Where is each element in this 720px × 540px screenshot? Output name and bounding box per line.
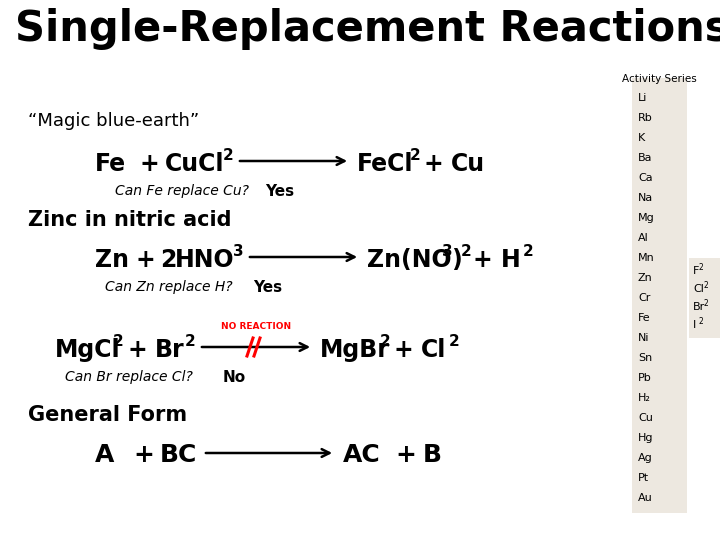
Text: Rb: Rb — [638, 113, 653, 123]
Text: HNO: HNO — [175, 248, 235, 272]
Text: Hg: Hg — [638, 433, 654, 443]
Text: Pt: Pt — [638, 473, 649, 483]
Text: +: + — [395, 443, 416, 467]
Text: Cr: Cr — [638, 293, 650, 303]
Text: Mn: Mn — [638, 253, 654, 263]
Bar — [689, 258, 720, 338]
Text: 2: 2 — [410, 148, 420, 163]
Text: +: + — [393, 338, 413, 362]
Text: Au: Au — [638, 493, 653, 503]
Text: 2: 2 — [698, 317, 703, 326]
Text: FeCl: FeCl — [357, 152, 413, 176]
Text: Ni: Ni — [638, 333, 649, 343]
Text: 2: 2 — [704, 281, 708, 290]
Text: Li: Li — [638, 93, 647, 103]
Text: +: + — [127, 338, 147, 362]
Text: I: I — [693, 320, 696, 330]
Text: MgCl: MgCl — [55, 338, 121, 362]
Text: 3: 3 — [233, 244, 243, 259]
Text: K: K — [638, 133, 645, 143]
Text: 2: 2 — [160, 248, 176, 272]
Text: General Form: General Form — [28, 405, 187, 425]
Text: 2: 2 — [380, 334, 391, 349]
Text: Zn(NO: Zn(NO — [367, 248, 451, 272]
Text: Zn: Zn — [95, 248, 129, 272]
Text: Can Fe replace Cu?: Can Fe replace Cu? — [115, 184, 249, 198]
Text: Cl: Cl — [693, 284, 704, 294]
Text: Single-Replacement Reactions: Single-Replacement Reactions — [15, 8, 720, 50]
Text: 2: 2 — [223, 148, 234, 163]
Text: Activity Series: Activity Series — [622, 74, 697, 84]
Text: Ag: Ag — [638, 453, 653, 463]
Text: 2: 2 — [185, 334, 196, 349]
Text: Yes: Yes — [253, 280, 282, 295]
Text: H₂: H₂ — [638, 393, 651, 403]
Text: Sn: Sn — [638, 353, 652, 363]
Text: Br: Br — [155, 338, 184, 362]
Text: Yes: Yes — [265, 184, 294, 199]
Text: Fe: Fe — [95, 152, 126, 176]
Text: 2: 2 — [523, 244, 534, 259]
Text: Ba: Ba — [638, 153, 652, 163]
Text: F: F — [693, 266, 699, 276]
Text: Cu: Cu — [638, 413, 653, 423]
Text: 2: 2 — [461, 244, 472, 259]
Text: Cu: Cu — [451, 152, 485, 176]
Text: MgBr: MgBr — [320, 338, 390, 362]
Text: Ca: Ca — [638, 173, 652, 183]
Text: ): ) — [451, 248, 462, 272]
Text: 2: 2 — [704, 299, 708, 308]
Text: NO REACTION: NO REACTION — [221, 322, 291, 331]
Text: Al: Al — [638, 233, 649, 243]
Text: Na: Na — [638, 193, 653, 203]
Text: Zn: Zn — [638, 273, 653, 283]
Text: AC: AC — [343, 443, 381, 467]
Text: 2: 2 — [698, 263, 703, 272]
Text: Br: Br — [693, 302, 706, 312]
Text: Fe: Fe — [638, 313, 651, 323]
Text: +: + — [139, 152, 158, 176]
Text: +: + — [423, 152, 443, 176]
Text: Mg: Mg — [638, 213, 654, 223]
Text: CuCl: CuCl — [165, 152, 225, 176]
Text: BC: BC — [160, 443, 197, 467]
Text: Cl: Cl — [421, 338, 446, 362]
Text: +: + — [133, 443, 154, 467]
Text: + H: + H — [473, 248, 521, 272]
Text: B: B — [423, 443, 442, 467]
Text: Zinc in nitric acid: Zinc in nitric acid — [28, 210, 232, 230]
Text: 2: 2 — [449, 334, 460, 349]
Text: Can Zn replace H?: Can Zn replace H? — [105, 280, 233, 294]
Text: Pb: Pb — [638, 373, 652, 383]
Text: No: No — [223, 370, 246, 385]
Text: “Magic blue-earth”: “Magic blue-earth” — [28, 112, 199, 130]
Text: 2: 2 — [113, 334, 124, 349]
Text: 3: 3 — [442, 244, 453, 259]
Text: Can Br replace Cl?: Can Br replace Cl? — [65, 370, 193, 384]
Text: +: + — [135, 248, 155, 272]
Text: A: A — [95, 443, 114, 467]
Bar — [632, 78, 687, 513]
